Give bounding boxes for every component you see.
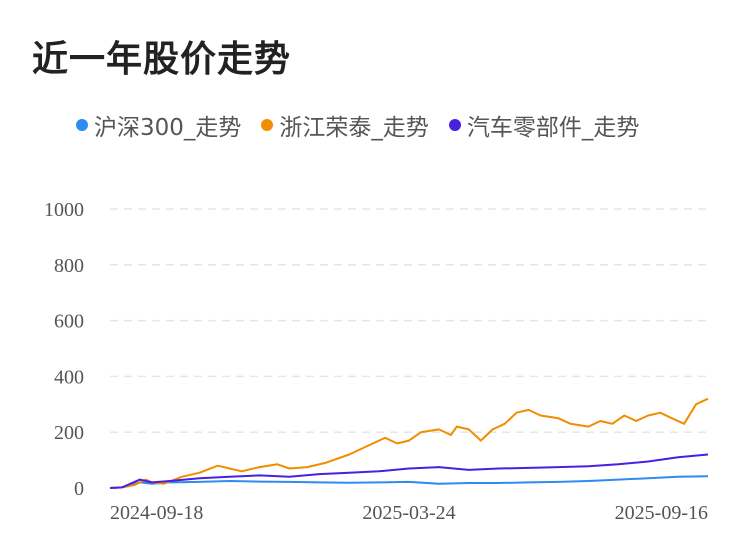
legend-item-zjrt[interactable]: 浙江荣泰_走势 — [261, 108, 429, 142]
x-tick-label: 2025-09-16 — [615, 502, 708, 524]
y-tick-label: 800 — [54, 255, 84, 277]
legend-dot-zjrt — [261, 119, 274, 131]
legend-label-zjrt: 浙江荣泰_走势 — [279, 115, 429, 141]
y-axis-ticks: 0 200 400 600 800 1000 — [44, 199, 84, 500]
y-tick-label: 200 — [54, 422, 84, 444]
legend-item-auto-parts[interactable]: 汽车零部件_走势 — [448, 108, 640, 142]
y-tick-label: 0 — [74, 478, 84, 500]
page-title: 近一年股价走势 — [32, 39, 292, 80]
x-tick-label: 2025-03-24 — [362, 502, 455, 524]
legend-dot-auto-parts — [448, 119, 461, 131]
x-axis-ticks: 2024-09-18 2025-03-24 2025-09-16 — [110, 502, 708, 524]
x-tick-label: 2024-09-18 — [110, 502, 203, 524]
legend-dot-hs300 — [76, 119, 88, 131]
chart-legend: 沪深300_走势 浙江荣泰_走势 汽车零部件_走势 — [76, 108, 639, 142]
grid-lines — [110, 208, 708, 433]
series-lines — [109, 397, 709, 489]
series-line-1 — [109, 397, 709, 489]
y-tick-label: 1000 — [44, 199, 84, 221]
y-tick-label: 400 — [54, 366, 84, 388]
y-tick-label: 600 — [54, 311, 84, 333]
series-line-2 — [109, 453, 709, 489]
legend-label-hs300: 沪深300_走势 — [94, 115, 242, 141]
legend-item-hs300[interactable]: 沪深300_走势 — [76, 108, 241, 142]
legend-label-auto-parts: 汽车零部件_走势 — [466, 115, 640, 141]
